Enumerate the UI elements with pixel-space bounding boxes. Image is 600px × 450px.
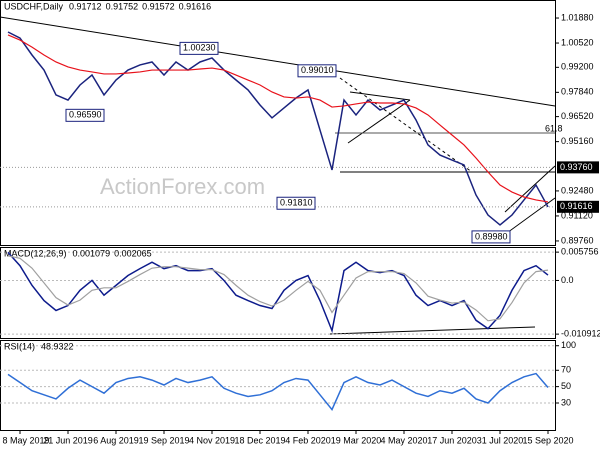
price-panel — [0, 0, 556, 246]
x-tick-label: 6 Aug 2019 — [93, 435, 139, 445]
trendline — [0, 16, 556, 107]
y-tick-label: 0.96520 — [561, 111, 594, 121]
annotation-box — [65, 108, 105, 122]
y-tick-label: 0.99200 — [561, 62, 594, 72]
panel-title: USDCHF,Daily — [4, 1, 64, 11]
series-line — [7, 372, 549, 411]
y-tick-label: 0.0 — [561, 275, 574, 285]
trendlines — [0, 16, 556, 335]
x-tick-label: 4 Nov 2019 — [189, 435, 235, 445]
marker-box — [557, 200, 599, 213]
x-tick-label: 8 May 2019 — [2, 435, 49, 445]
readout: 0.001079 — [73, 248, 111, 258]
readout: 0.91616 — [179, 1, 212, 11]
y-tick-label: -0.010912 — [561, 328, 600, 338]
annotation-label: 0.89980 — [475, 231, 508, 241]
y-tick-label: 70 — [561, 365, 571, 375]
rsi-panel — [0, 340, 556, 431]
x-tick-label: 19 Sep 2019 — [138, 435, 189, 445]
annotation-box — [297, 64, 337, 78]
panel-title: MACD(12,26,9) — [4, 248, 67, 258]
series-line — [7, 255, 549, 322]
x-tick-label: 31 Jul 2020 — [477, 435, 524, 445]
y-tick-label: 0.97840 — [561, 87, 594, 97]
x-tick-label: 21 Jun 2019 — [43, 435, 93, 445]
annotation-box — [471, 230, 511, 244]
y-tick-label: 100 — [561, 340, 576, 350]
y-tick-label: 30 — [561, 397, 571, 407]
readout: 0.002065 — [114, 248, 152, 258]
readout: 48.9322 — [41, 341, 74, 351]
readout: 0.91572 — [142, 1, 175, 11]
marker-label: 0.93760 — [560, 162, 593, 172]
panel-title: RSI(14) — [4, 341, 35, 351]
x-tick-label: 18 Dec 2019 — [234, 435, 285, 445]
marker-box — [557, 161, 599, 174]
x-tick-label: 19 Mar 2020 — [331, 435, 382, 445]
annotation-label: 0.96590 — [69, 110, 102, 120]
readout: 0.91752 — [106, 1, 139, 11]
trendline — [329, 326, 536, 335]
series-line — [7, 34, 549, 203]
watermark: ActionForex.com — [100, 174, 265, 199]
x-tick-label: 15 Sep 2020 — [522, 435, 573, 445]
series-line — [7, 251, 549, 334]
trendline — [504, 165, 556, 213]
trendline — [347, 99, 411, 144]
y-tick-label: 0.92480 — [561, 185, 594, 195]
x-tick-label: 4 May 2020 — [380, 435, 427, 445]
y-tick-label: 0.91120 — [561, 210, 593, 220]
x-tick-label: 4 Feb 2020 — [285, 435, 331, 445]
trendline — [349, 91, 411, 101]
annotation-box — [276, 196, 316, 210]
annotation-box — [179, 41, 219, 55]
annotation-label: 0.91810 — [280, 198, 313, 208]
fib-label: 61.8 — [545, 123, 563, 133]
x-tick-label: 17 Jun 2020 — [427, 435, 477, 445]
series-line — [7, 31, 549, 226]
y-tick-label: 0.005756 — [561, 247, 599, 257]
y-tick-label: 0.95160 — [561, 136, 594, 146]
y-tick-label: 1.00520 — [561, 37, 594, 47]
readout: 0.91712 — [69, 1, 102, 11]
annotation-label: 1.00230 — [183, 43, 216, 53]
annotation-label: 0.99010 — [301, 65, 334, 75]
y-tick-label: 50 — [561, 381, 571, 391]
y-tick-label: 1.01880 — [561, 12, 594, 22]
trendline — [339, 77, 473, 173]
macd-panel — [0, 247, 556, 339]
y-tick-label: 0.89760 — [561, 235, 594, 245]
marker-label: 0.91616 — [560, 201, 593, 211]
